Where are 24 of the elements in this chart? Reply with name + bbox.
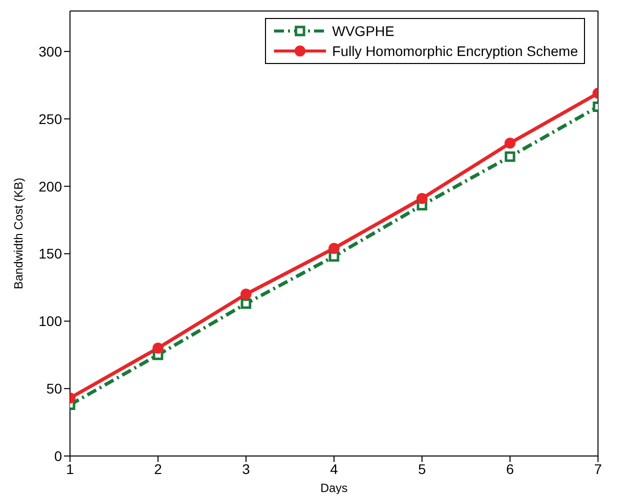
y-tick-label: 300	[38, 43, 62, 60]
y-tick-label: 200	[38, 178, 62, 194]
y-tick-label: 250	[38, 110, 62, 127]
point	[152, 342, 164, 354]
y-tick-label: 150	[38, 246, 62, 262]
point	[416, 192, 428, 204]
x-tick-label: 2	[154, 460, 162, 477]
point	[504, 151, 516, 162]
x-tick-label: 7	[594, 460, 602, 477]
x-tick-label: 1	[66, 460, 74, 477]
y-tick-label: 100	[38, 313, 62, 330]
point	[240, 298, 252, 309]
legend-label: WVGPHE	[332, 23, 394, 39]
legend-label: Fully Homomorphic Encryption Scheme	[332, 43, 578, 59]
x-tick-label: 3	[242, 460, 250, 477]
point	[328, 242, 340, 254]
y-tick-label: 0	[54, 448, 62, 464]
point	[240, 288, 252, 300]
x-tick-label: 6	[506, 460, 514, 477]
y-tick-label: 50	[46, 380, 62, 397]
x-tick-label: 5	[418, 460, 426, 477]
y-axis-title: Bandwidth Cost (KB)	[11, 178, 26, 290]
point	[504, 138, 516, 149]
x-tick-label: 4	[330, 460, 338, 477]
